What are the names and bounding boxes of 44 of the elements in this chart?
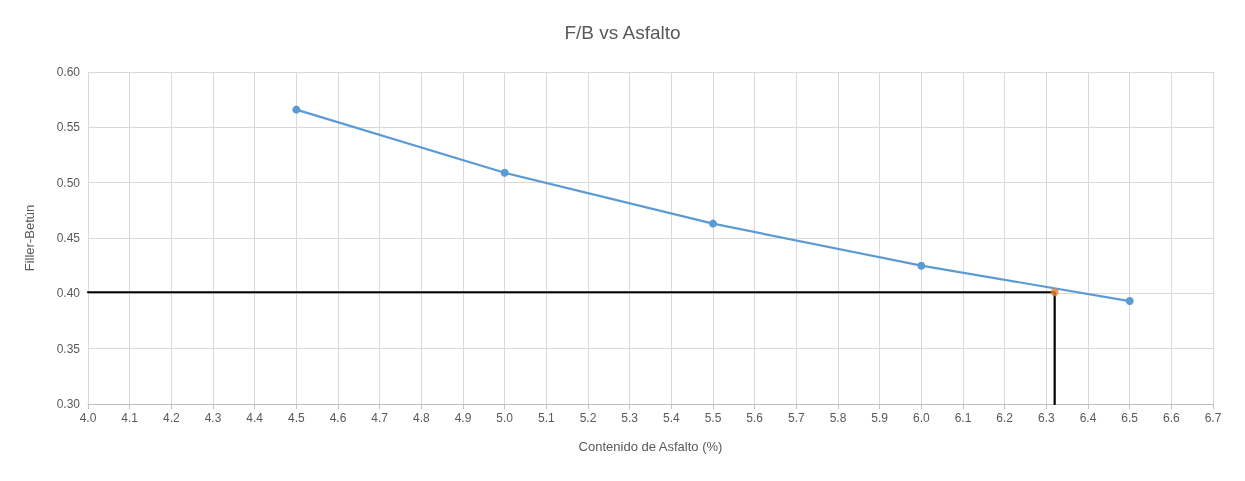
x-tick-label: 6.7 [1204,411,1222,425]
x-tick-label: 5.8 [829,411,847,425]
x-tick-label: 5.2 [579,411,597,425]
y-axis-title: Filler-Betún [22,204,37,272]
x-tick-label: 5.0 [496,411,514,425]
x-tick-label: 5.1 [537,411,555,425]
x-tick-label: 5.9 [871,411,889,425]
x-tick-label: 4.2 [162,411,180,425]
point [500,168,509,177]
y-tick-label: 0.45 [56,231,81,245]
x-tick-label: 5.5 [704,411,722,425]
y-tick-label: 0.40 [56,286,81,301]
x-tick-label: 4.5 [287,411,305,425]
x-tick-label: 5.4 [662,411,680,425]
point [1050,288,1059,297]
x-tick-label: 6.6 [1162,411,1180,425]
x-tick-label: 6.3 [1037,411,1055,425]
point [709,219,717,228]
x-tick-label: 4.6 [329,411,347,425]
y-tick-label: 0.55 [56,120,81,135]
x-tick-label: 4.1 [121,411,139,425]
x-tick-label: 4.4 [246,411,264,425]
x-tick-label: 6.4 [1079,411,1097,425]
x-axis-title: Contenido de Asfalto (%) [578,439,723,454]
x-tick-label: 4.0 [79,411,97,425]
x-tick-label: 4.9 [454,411,472,425]
x-tick-label: 5.6 [746,411,764,425]
x-tick-label: 6.5 [1121,411,1139,425]
point [292,105,301,114]
y-tick-label: 0.30 [56,397,81,411]
x-tick-label: 5.7 [787,411,805,425]
y-tick-label: 0.35 [56,341,81,356]
x-tick-label: 4.7 [371,411,389,425]
chart-title: F/B vs Asfalto [564,22,681,43]
y-tick-label: 0.50 [56,175,81,190]
x-tick-label: 5.3 [621,411,639,425]
point [1125,297,1134,306]
x-tick-label: 6.1 [954,411,972,425]
x-tick-label: 6.0 [912,411,930,425]
x-tick-label: 4.3 [204,411,222,425]
x-tick-label: 6.2 [996,411,1014,425]
x-tick-label: 4.8 [412,411,430,425]
point [917,261,926,270]
y-tick-label: 0.60 [56,65,81,79]
